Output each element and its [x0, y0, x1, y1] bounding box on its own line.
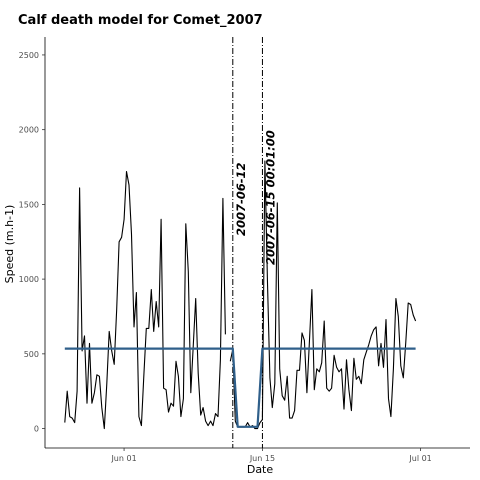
- speed-line: [229, 160, 417, 430]
- speed-line: [64, 170, 226, 430]
- y-tick-label: 2500: [19, 51, 39, 60]
- event-label: 2007-06-12: [234, 162, 248, 236]
- y-tick-label: 1000: [19, 275, 39, 284]
- model-fit-line: [64, 347, 416, 428]
- y-tick-label: 2000: [19, 126, 39, 135]
- plot-area: 0 500 1000 1500 2000 2500 Jun 01 Jun 15 Jul 01 20…: [19, 37, 470, 463]
- event-label: 2007-06-15 00:01:00: [263, 130, 277, 265]
- x-axis-label: Date: [247, 463, 274, 476]
- x-tick-label: Jun 15: [249, 454, 275, 463]
- chart-title: Calf death model for Comet_2007: [18, 13, 263, 28]
- y-tick-label: 1500: [19, 200, 39, 209]
- y-tick-label: 500: [24, 350, 39, 359]
- x-tick-label: Jul 01: [408, 454, 431, 463]
- y-tick-label: 0: [34, 425, 39, 434]
- x-tick-label: Jun 01: [110, 454, 136, 463]
- y-axis-label: Speed (m.h-1): [3, 205, 16, 284]
